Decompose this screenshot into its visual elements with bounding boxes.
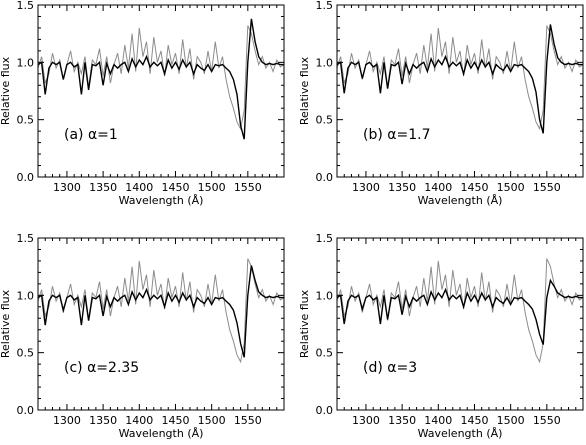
x-tick-label: 1550: [533, 414, 561, 427]
series-line-model: [336, 24, 583, 134]
x-tick-label: 1300: [352, 414, 380, 427]
y-tick-label: 0.0: [316, 171, 334, 184]
panel-annotation: (d) α=3: [363, 360, 417, 376]
x-tick-label: 1350: [388, 181, 416, 194]
y-axis-label: Relative flux: [298, 289, 311, 358]
y-tick-label: 1.0: [17, 56, 35, 69]
x-axis-label: Wavelength (Å): [418, 427, 503, 440]
chart-panel-3: 1300 1350 1400 1450 1500 1550 0.0 0.5 1.0 1.5 Wave…: [0, 232, 285, 440]
y-tick-label: 0.5: [17, 114, 35, 127]
y-tick-label: 0.5: [316, 347, 334, 360]
x-axis-label: Wavelength (Å): [418, 194, 503, 207]
x-tick-label: 1400: [125, 181, 153, 194]
chart-panel-2: 1300 1350 1400 1450 1500 1550 0.0 0.5 1.0 1.5 Wave…: [298, 0, 584, 207]
panel-annotation: (c) α=2.35: [64, 360, 139, 376]
series-line-model: [37, 18, 284, 140]
y-axis-label: Relative flux: [0, 289, 12, 358]
y-tick-label: 0.0: [17, 171, 35, 184]
y-tick-label: 1.5: [17, 232, 35, 245]
y-tick-label: 1.5: [316, 232, 334, 245]
series-line-observed: [37, 258, 285, 364]
x-axis-label: Wavelength (Å): [119, 427, 204, 440]
x-tick-label: 1450: [161, 414, 189, 427]
chart-panel-4: 1300 1350 1400 1450 1500 1550 0.0 0.5 1.0 1.5 Wave…: [298, 232, 584, 440]
x-axis-label: Wavelength (Å): [119, 194, 204, 207]
x-tick-label: 1500: [497, 181, 525, 194]
x-tick-label: 1400: [424, 414, 452, 427]
x-tick-label: 1550: [234, 414, 262, 427]
y-axis-label: Relative flux: [0, 56, 12, 125]
x-tick-label: 1350: [89, 414, 117, 427]
x-tick-label: 1400: [125, 414, 153, 427]
x-tick-label: 1350: [388, 414, 416, 427]
y-axis-label: Relative flux: [298, 56, 311, 125]
y-tick-label: 1.0: [316, 289, 334, 302]
x-tick-label: 1500: [497, 414, 525, 427]
series-line-model: [37, 265, 284, 358]
x-tick-label: 1350: [89, 181, 117, 194]
y-tick-label: 0.0: [17, 404, 35, 417]
y-tick-label: 0.5: [316, 114, 334, 127]
x-tick-label: 1450: [161, 181, 189, 194]
x-tick-label: 1500: [198, 181, 226, 194]
x-tick-label: 1450: [460, 414, 488, 427]
series-line-observed: [336, 258, 584, 364]
series-line-model: [336, 278, 583, 345]
series-line-observed: [336, 25, 584, 131]
x-tick-label: 1300: [53, 181, 81, 194]
panel-annotation: (a) α=1: [64, 127, 118, 143]
y-tick-label: 1.5: [316, 0, 334, 12]
x-tick-label: 1450: [460, 181, 488, 194]
x-tick-label: 1400: [424, 181, 452, 194]
x-tick-label: 1300: [53, 414, 81, 427]
y-tick-label: 1.0: [17, 289, 35, 302]
y-tick-label: 0.0: [316, 404, 334, 417]
series-line-observed: [37, 25, 285, 131]
chart-panel-1: 1300 1350 1400 1450 1500 1550 0.0 0.5 1.0 1.5 Wave…: [0, 0, 285, 207]
x-tick-label: 1550: [533, 181, 561, 194]
y-tick-label: 1.0: [316, 56, 334, 69]
panel-annotation: (b) α=1.7: [363, 127, 430, 143]
x-tick-label: 1500: [198, 414, 226, 427]
y-tick-label: 1.5: [17, 0, 35, 12]
x-tick-label: 1550: [234, 181, 262, 194]
y-tick-label: 0.5: [17, 347, 35, 360]
x-tick-label: 1300: [352, 181, 380, 194]
